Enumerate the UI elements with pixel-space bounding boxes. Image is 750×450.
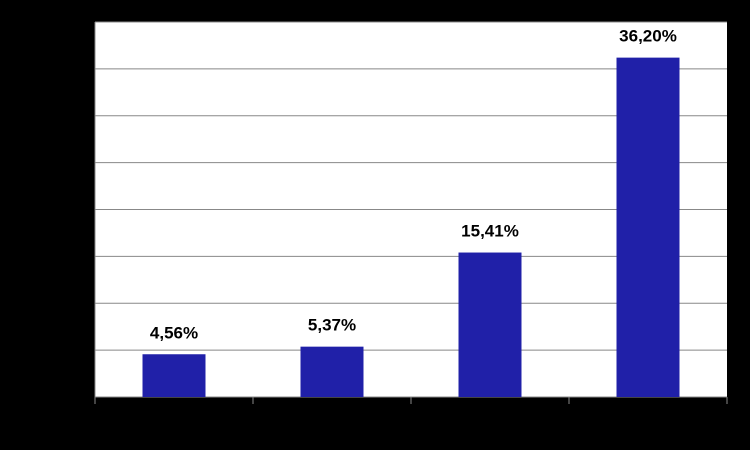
data-label: 36,20%	[619, 27, 677, 46]
data-label: 15,41%	[461, 222, 519, 241]
bar	[458, 252, 522, 397]
bar	[616, 57, 680, 397]
data-label: 4,56%	[150, 323, 198, 342]
bar	[142, 354, 206, 397]
bar	[300, 346, 364, 397]
data-label: 5,37%	[308, 316, 356, 335]
